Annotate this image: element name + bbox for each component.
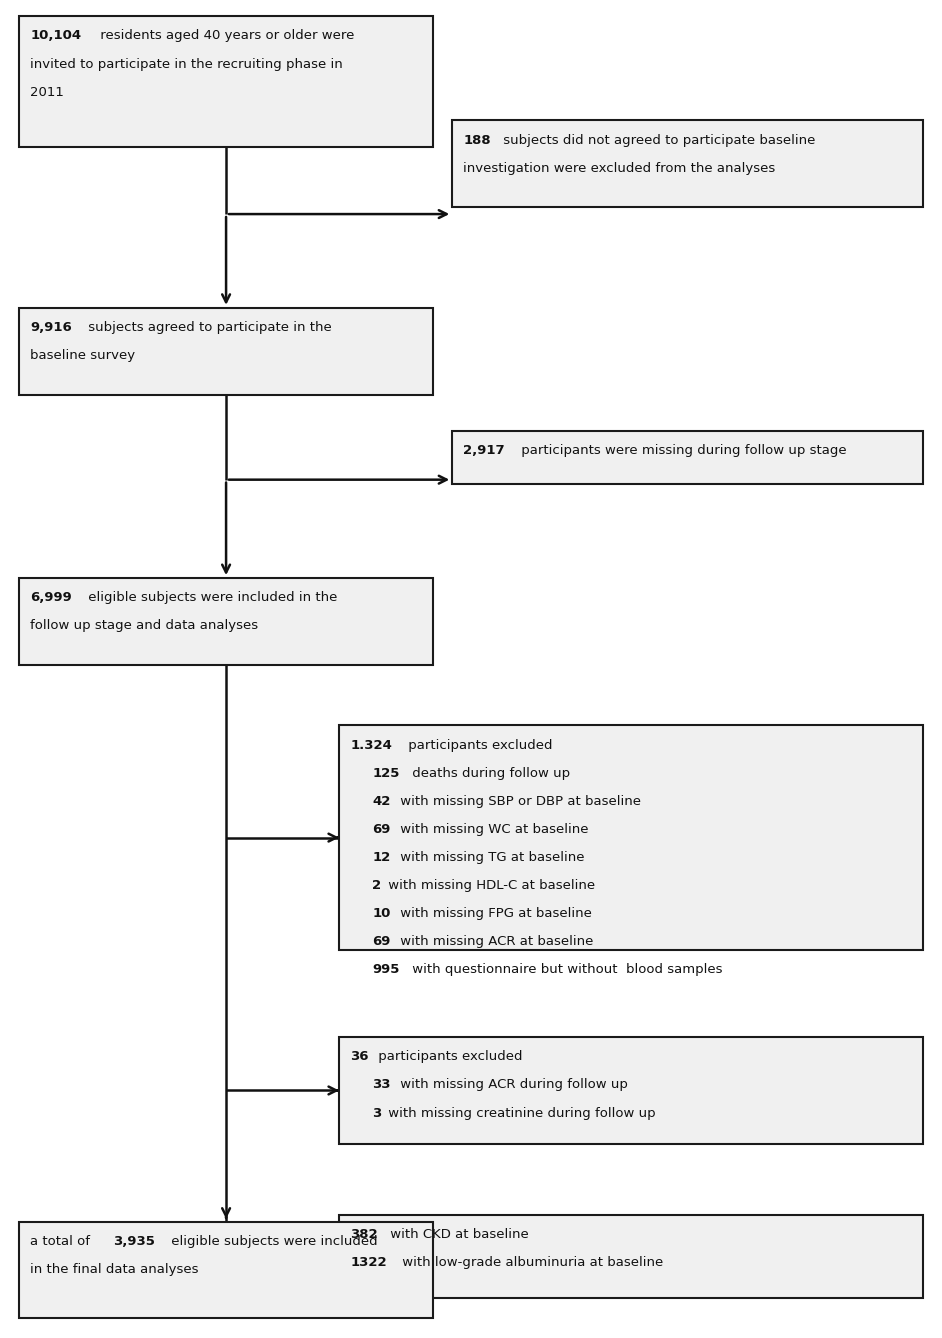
Text: 1322: 1322 [350, 1256, 387, 1270]
Text: 382: 382 [350, 1228, 378, 1242]
Text: 9,916: 9,916 [30, 321, 72, 334]
FancyBboxPatch shape [339, 1215, 923, 1298]
Text: 10: 10 [372, 907, 391, 921]
Text: 3: 3 [372, 1107, 382, 1120]
Text: 188: 188 [463, 134, 491, 147]
FancyBboxPatch shape [19, 1222, 433, 1318]
Text: 6,999: 6,999 [30, 591, 72, 605]
Text: 2011: 2011 [30, 86, 64, 99]
Text: with missing SBP or DBP at baseline: with missing SBP or DBP at baseline [396, 795, 642, 808]
Text: 36: 36 [350, 1050, 369, 1064]
Text: 1.324: 1.324 [350, 739, 392, 752]
Text: 3,935: 3,935 [113, 1235, 154, 1248]
Text: 12: 12 [372, 851, 391, 864]
Text: 2: 2 [372, 879, 382, 892]
Text: 995: 995 [372, 963, 399, 977]
Text: follow up stage and data analyses: follow up stage and data analyses [30, 619, 258, 633]
Text: in the final data analyses: in the final data analyses [30, 1263, 199, 1276]
Text: with missing FPG at baseline: with missing FPG at baseline [396, 907, 592, 921]
Text: 69: 69 [372, 935, 391, 949]
FancyBboxPatch shape [339, 725, 923, 950]
Text: 42: 42 [372, 795, 391, 808]
Text: a total of: a total of [30, 1235, 94, 1248]
Text: deaths during follow up: deaths during follow up [408, 767, 570, 780]
Text: participants excluded: participants excluded [374, 1050, 523, 1064]
Text: with CKD at baseline: with CKD at baseline [386, 1228, 528, 1242]
Text: 69: 69 [372, 823, 391, 836]
Text: baseline survey: baseline survey [30, 349, 136, 363]
FancyBboxPatch shape [19, 16, 433, 147]
Text: 125: 125 [372, 767, 399, 780]
FancyBboxPatch shape [452, 431, 923, 484]
Text: with missing ACR at baseline: with missing ACR at baseline [396, 935, 593, 949]
FancyBboxPatch shape [19, 578, 433, 665]
FancyBboxPatch shape [339, 1037, 923, 1144]
Text: with missing TG at baseline: with missing TG at baseline [396, 851, 584, 864]
Text: subjects did not agreed to participate baseline: subjects did not agreed to participate b… [499, 134, 816, 147]
Text: invited to participate in the recruiting phase in: invited to participate in the recruiting… [30, 58, 343, 71]
Text: 2,917: 2,917 [463, 444, 505, 458]
Text: eligible subjects were included in the: eligible subjects were included in the [84, 591, 337, 605]
Text: participants excluded: participants excluded [404, 739, 553, 752]
Text: investigation were excluded from the analyses: investigation were excluded from the ana… [463, 162, 775, 175]
Text: with missing creatinine during follow up: with missing creatinine during follow up [384, 1107, 656, 1120]
Text: 10,104: 10,104 [30, 29, 81, 43]
Text: with missing HDL-C at baseline: with missing HDL-C at baseline [384, 879, 595, 892]
Text: with questionnaire but without  blood samples: with questionnaire but without blood sam… [408, 963, 723, 977]
FancyBboxPatch shape [19, 308, 433, 395]
Text: residents aged 40 years or older were: residents aged 40 years or older were [96, 29, 354, 43]
FancyBboxPatch shape [452, 120, 923, 207]
Text: eligible subjects were included: eligible subjects were included [167, 1235, 378, 1248]
Text: with missing WC at baseline: with missing WC at baseline [396, 823, 589, 836]
Text: with low-grade albuminuria at baseline: with low-grade albuminuria at baseline [398, 1256, 663, 1270]
Text: participants were missing during follow up stage: participants were missing during follow … [517, 444, 847, 458]
Text: 33: 33 [372, 1078, 391, 1092]
Text: subjects agreed to participate in the: subjects agreed to participate in the [84, 321, 332, 334]
Text: with missing ACR during follow up: with missing ACR during follow up [397, 1078, 628, 1092]
